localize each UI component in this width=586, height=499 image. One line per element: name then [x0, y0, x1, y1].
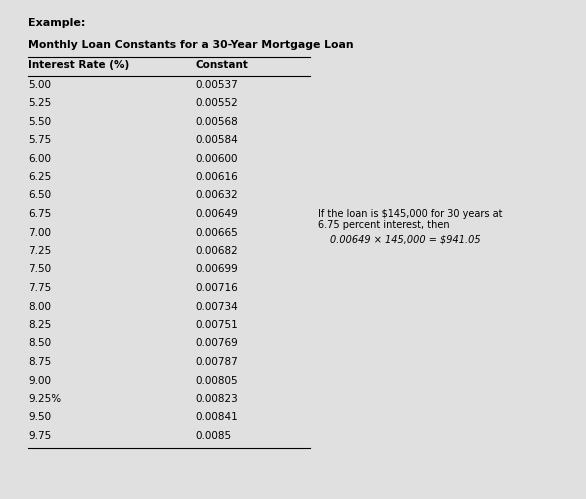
Text: 0.00682: 0.00682	[195, 246, 238, 256]
Text: 0.00584: 0.00584	[195, 135, 238, 145]
Text: 6.75 percent interest, then: 6.75 percent interest, then	[318, 220, 449, 230]
Text: 5.50: 5.50	[28, 116, 51, 127]
Text: 8.50: 8.50	[28, 338, 51, 348]
Text: 0.00823: 0.00823	[195, 394, 238, 404]
Text: 6.50: 6.50	[28, 191, 51, 201]
Text: 0.00769: 0.00769	[195, 338, 238, 348]
Text: 5.25: 5.25	[28, 98, 51, 108]
Text: 7.50: 7.50	[28, 264, 51, 274]
Text: 0.00537: 0.00537	[195, 79, 238, 89]
Text: 8.00: 8.00	[28, 301, 51, 311]
Text: 7.00: 7.00	[28, 228, 51, 238]
Text: Example:: Example:	[28, 18, 86, 28]
Text: 6.00: 6.00	[28, 154, 51, 164]
Text: 9.50: 9.50	[28, 413, 51, 423]
Text: 0.00600: 0.00600	[195, 154, 237, 164]
Text: 0.00568: 0.00568	[195, 116, 238, 127]
Text: 9.00: 9.00	[28, 376, 51, 386]
Text: 0.00649 × 145,000 = $941.05: 0.00649 × 145,000 = $941.05	[330, 235, 481, 245]
Text: 0.0085: 0.0085	[195, 431, 231, 441]
Text: 0.00716: 0.00716	[195, 283, 238, 293]
Text: 0.00751: 0.00751	[195, 320, 238, 330]
Text: 8.25: 8.25	[28, 320, 51, 330]
Text: 9.75: 9.75	[28, 431, 51, 441]
Text: 0.00699: 0.00699	[195, 264, 238, 274]
Text: 0.00552: 0.00552	[195, 98, 238, 108]
Text: 0.00665: 0.00665	[195, 228, 238, 238]
Text: 7.25: 7.25	[28, 246, 51, 256]
Text: 0.00734: 0.00734	[195, 301, 238, 311]
Text: 6.75: 6.75	[28, 209, 51, 219]
Text: 5.75: 5.75	[28, 135, 51, 145]
Text: Monthly Loan Constants for a 30-Year Mortgage Loan: Monthly Loan Constants for a 30-Year Mor…	[28, 40, 353, 50]
Text: 0.00632: 0.00632	[195, 191, 238, 201]
Text: 0.00787: 0.00787	[195, 357, 238, 367]
Text: Constant: Constant	[195, 60, 248, 70]
Text: 0.00805: 0.00805	[195, 376, 238, 386]
Text: 7.75: 7.75	[28, 283, 51, 293]
Text: Interest Rate (%): Interest Rate (%)	[28, 60, 130, 70]
Text: If the loan is $145,000 for 30 years at: If the loan is $145,000 for 30 years at	[318, 209, 503, 219]
Text: 0.00616: 0.00616	[195, 172, 238, 182]
Text: 0.00649: 0.00649	[195, 209, 238, 219]
Text: 9.25%: 9.25%	[28, 394, 61, 404]
Text: 6.25: 6.25	[28, 172, 51, 182]
Text: 8.75: 8.75	[28, 357, 51, 367]
Text: 5.00: 5.00	[28, 79, 51, 89]
Text: 0.00841: 0.00841	[195, 413, 238, 423]
